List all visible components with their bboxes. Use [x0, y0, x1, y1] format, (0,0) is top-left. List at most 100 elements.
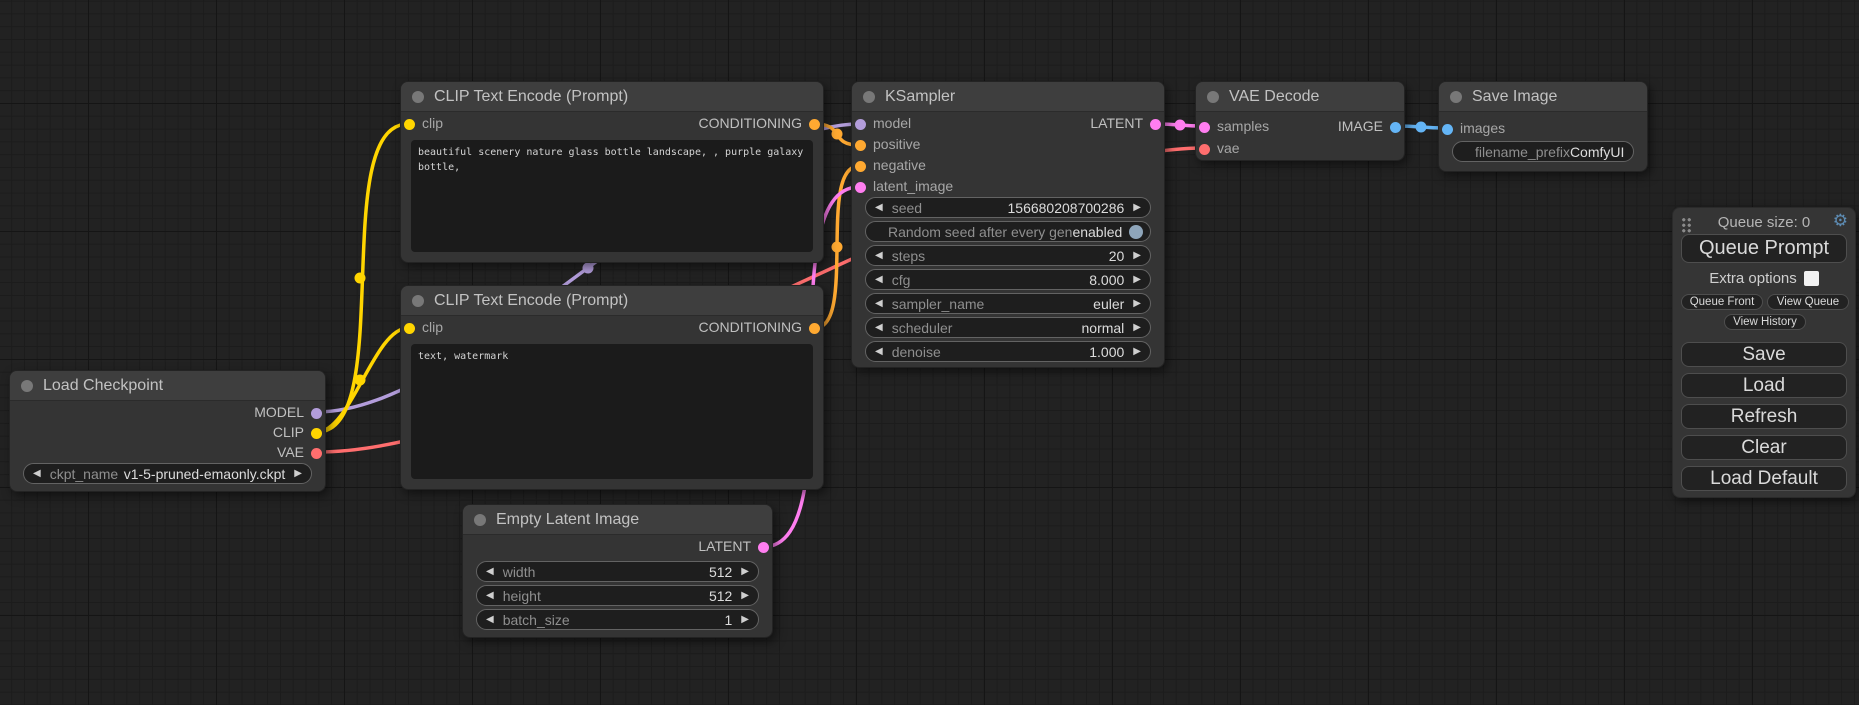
- node-load-checkpoint[interactable]: Load Checkpoint MODEL CLIP VAE ◀ ckpt_na…: [9, 370, 326, 492]
- prompt-text-area[interactable]: beautiful scenery nature glass bottle la…: [411, 140, 813, 252]
- node-clip-text-encode-positive[interactable]: CLIP Text Encode (Prompt) clip CONDITION…: [400, 81, 824, 263]
- collapse-dot-icon[interactable]: [412, 90, 424, 103]
- image-output-port[interactable]: [1390, 122, 1401, 133]
- widget-value: 1.000: [1089, 343, 1125, 360]
- link-midpoint-dot[interactable]: [831, 241, 843, 253]
- images-input-port[interactable]: [1442, 124, 1453, 135]
- samples-input-port[interactable]: [1199, 122, 1210, 133]
- node-clip-text-encode-negative[interactable]: CLIP Text Encode (Prompt) clip CONDITION…: [400, 285, 824, 490]
- clip-output-port[interactable]: [311, 428, 322, 439]
- conditioning-output-port[interactable]: [809, 323, 820, 334]
- model-output-port[interactable]: [311, 408, 322, 419]
- link-midpoint-dot[interactable]: [582, 262, 594, 274]
- decrement-arrow-icon[interactable]: ◀: [875, 322, 883, 333]
- increment-arrow-icon[interactable]: ▶: [741, 614, 749, 625]
- decrement-arrow-icon[interactable]: ◀: [486, 590, 494, 601]
- widget-width[interactable]: ◀ width 512 ▶: [476, 561, 759, 582]
- output-label-clip: CLIP: [272, 424, 304, 440]
- widget-random-seed-toggle[interactable]: Random seed after every gen enabled: [865, 221, 1151, 242]
- input-label-positive: positive: [873, 136, 921, 152]
- collapse-dot-icon[interactable]: [412, 294, 424, 307]
- collapse-dot-icon[interactable]: [1207, 90, 1219, 103]
- decrement-arrow-icon[interactable]: ◀: [875, 346, 883, 357]
- widget-seed[interactable]: ◀ seed 156680208700286 ▶: [865, 197, 1151, 218]
- increment-arrow-icon[interactable]: ▶: [741, 590, 749, 601]
- refresh-button[interactable]: Refresh: [1681, 404, 1847, 429]
- link-midpoint-dot[interactable]: [354, 272, 366, 284]
- view-queue-button[interactable]: View Queue: [1767, 294, 1849, 310]
- decrement-arrow-icon[interactable]: ◀: [486, 614, 494, 625]
- increment-arrow-icon[interactable]: ▶: [1133, 250, 1141, 261]
- view-history-button[interactable]: View History: [1724, 314, 1806, 330]
- queue-size-label: Queue size: 0: [1717, 214, 1811, 231]
- node-title-bar[interactable]: Save Image: [1439, 82, 1647, 112]
- increment-arrow-icon[interactable]: ▶: [1133, 346, 1141, 357]
- negative-input-port[interactable]: [855, 161, 866, 172]
- decrement-arrow-icon[interactable]: ◀: [875, 274, 883, 285]
- node-title-bar[interactable]: CLIP Text Encode (Prompt): [401, 286, 823, 316]
- decrement-arrow-icon[interactable]: ◀: [33, 468, 41, 479]
- gear-icon[interactable]: ⚙: [1832, 211, 1848, 230]
- increment-arrow-icon[interactable]: ▶: [741, 566, 749, 577]
- node-save-image[interactable]: Save Image images filename_prefix ComfyU…: [1438, 81, 1648, 172]
- latent-image-input-port[interactable]: [855, 182, 866, 193]
- clear-button[interactable]: Clear: [1681, 435, 1847, 460]
- widget-denoise[interactable]: ◀ denoise 1.000 ▶: [865, 341, 1151, 362]
- collapse-dot-icon[interactable]: [1450, 90, 1462, 103]
- model-input-port[interactable]: [855, 119, 866, 130]
- queue-menu-panel[interactable]: Queue size: 0 ⚙ Queue Prompt Extra optio…: [1672, 207, 1856, 498]
- widget-batch-size[interactable]: ◀ batch_size 1 ▶: [476, 609, 759, 630]
- latent-output-port[interactable]: [758, 542, 769, 553]
- collapse-dot-icon[interactable]: [863, 90, 875, 103]
- node-title-bar[interactable]: Empty Latent Image: [463, 505, 772, 535]
- vae-output-port[interactable]: [311, 448, 322, 459]
- decrement-arrow-icon[interactable]: ◀: [875, 298, 883, 309]
- clip-input-port[interactable]: [404, 323, 415, 334]
- prompt-text-area[interactable]: text, watermark: [411, 344, 813, 479]
- output-label-latent: LATENT: [1090, 115, 1143, 131]
- decrement-arrow-icon[interactable]: ◀: [486, 566, 494, 577]
- widget-scheduler[interactable]: ◀ scheduler normal ▶: [865, 317, 1151, 338]
- collapse-dot-icon[interactable]: [474, 513, 486, 526]
- queue-front-button[interactable]: Queue Front: [1681, 294, 1763, 310]
- queue-prompt-button[interactable]: Queue Prompt: [1681, 234, 1847, 263]
- increment-arrow-icon[interactable]: ▶: [1133, 298, 1141, 309]
- vae-input-port[interactable]: [1199, 144, 1210, 155]
- node-ksampler[interactable]: KSampler model positive negative latent_…: [851, 81, 1165, 368]
- widget-sampler-name[interactable]: ◀ sampler_name euler ▶: [865, 293, 1151, 314]
- clip-input-port[interactable]: [404, 119, 415, 130]
- link-midpoint-dot[interactable]: [1174, 119, 1186, 131]
- toggle-dot-icon[interactable]: [1129, 224, 1144, 239]
- node-title-bar[interactable]: CLIP Text Encode (Prompt): [401, 82, 823, 112]
- increment-arrow-icon[interactable]: ▶: [1133, 322, 1141, 333]
- decrement-arrow-icon[interactable]: ◀: [875, 202, 883, 213]
- collapse-dot-icon[interactable]: [21, 379, 33, 392]
- widget-ckpt-name[interactable]: ◀ ckpt_name v1-5-pruned-emaonly.ckpt ▶: [23, 463, 312, 484]
- increment-arrow-icon[interactable]: ▶: [1133, 202, 1141, 213]
- decrement-arrow-icon[interactable]: ◀: [875, 250, 883, 261]
- node-title-bar[interactable]: Load Checkpoint: [10, 371, 325, 401]
- link-midpoint-dot[interactable]: [831, 128, 843, 140]
- drag-handle-icon[interactable]: [1681, 217, 1692, 234]
- widget-filename-prefix[interactable]: filename_prefix ComfyUI: [1452, 141, 1634, 162]
- link-midpoint-dot[interactable]: [1415, 121, 1427, 133]
- increment-arrow-icon[interactable]: ▶: [1133, 274, 1141, 285]
- extra-options-checkbox[interactable]: [1803, 271, 1819, 286]
- load-default-button[interactable]: Load Default: [1681, 466, 1847, 491]
- conditioning-output-port[interactable]: [809, 119, 820, 130]
- node-title-bar[interactable]: VAE Decode: [1196, 82, 1404, 112]
- widget-height[interactable]: ◀ height 512 ▶: [476, 585, 759, 606]
- link-midpoint-dot[interactable]: [354, 374, 366, 386]
- save-button[interactable]: Save: [1681, 342, 1847, 367]
- widget-value: 512: [708, 563, 733, 580]
- increment-arrow-icon[interactable]: ▶: [294, 468, 302, 479]
- latent-output-port[interactable]: [1150, 119, 1161, 130]
- node-empty-latent-image[interactable]: Empty Latent Image LATENT ◀ width 512 ▶ …: [462, 504, 773, 638]
- widget-steps[interactable]: ◀ steps 20 ▶: [865, 245, 1151, 266]
- load-button[interactable]: Load: [1681, 373, 1847, 398]
- node-vae-decode[interactable]: VAE Decode samples vae IMAGE: [1195, 81, 1405, 161]
- node-title-bar[interactable]: KSampler: [852, 82, 1164, 112]
- widget-cfg[interactable]: ◀ cfg 8.000 ▶: [865, 269, 1151, 290]
- positive-input-port[interactable]: [855, 140, 866, 151]
